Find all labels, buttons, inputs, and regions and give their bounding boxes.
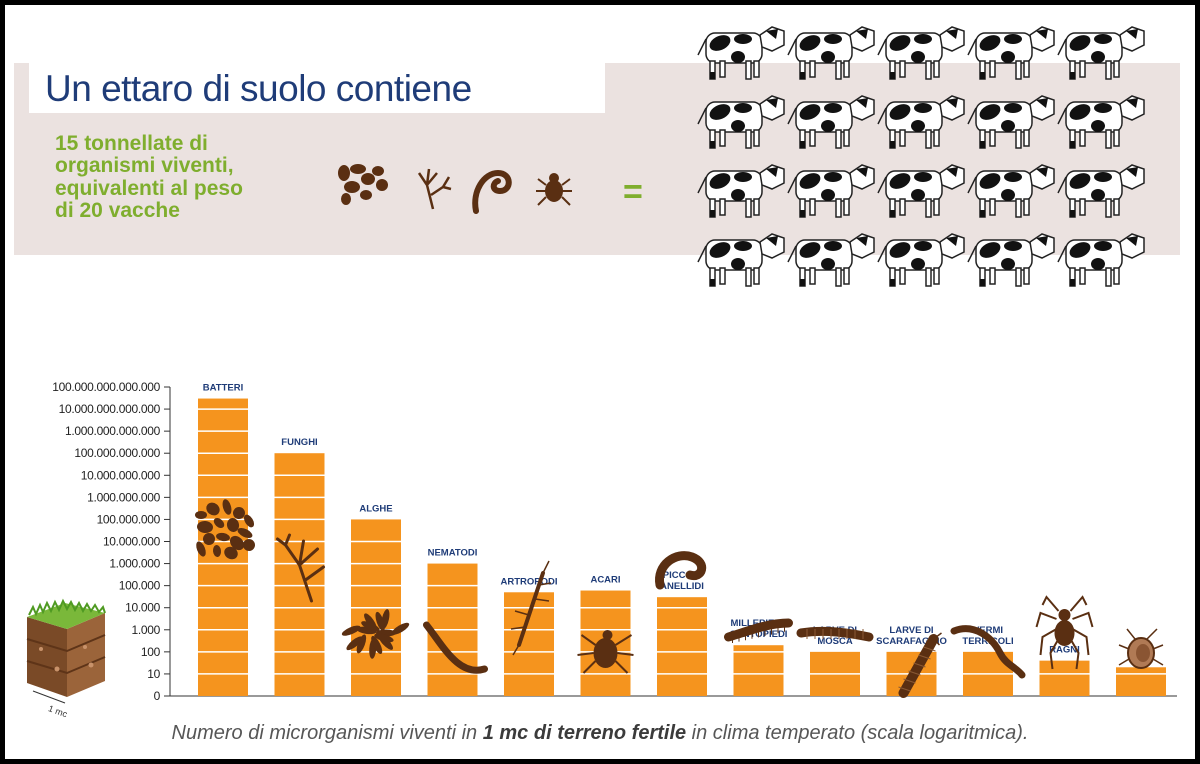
algae-icon xyxy=(341,609,410,659)
cow-icon xyxy=(697,164,785,218)
cow-icon xyxy=(1057,164,1145,218)
category-label: RAGNI xyxy=(1049,645,1080,656)
cow-icon xyxy=(877,164,965,218)
spider-icon xyxy=(1035,595,1094,670)
y-tick-label: 10 xyxy=(147,667,160,681)
y-axis: 0 10 100 1.000 10.000 100.000 1.000.000 10.000.… xyxy=(52,380,1177,703)
category-label: PICCOLI ANELLIDI xyxy=(660,570,704,592)
page-title: Un ettaro di suolo contiene xyxy=(45,68,472,109)
nematode-icon xyxy=(423,621,488,674)
cow-icon xyxy=(787,95,875,149)
small-annelid-icon xyxy=(655,551,707,590)
y-tick-label: 10.000.000.000 xyxy=(81,468,161,482)
aphid-icon xyxy=(1118,628,1164,669)
mite-icon xyxy=(577,630,634,674)
subtitle-line-1: 15 tonnellate di xyxy=(55,132,208,155)
cows-grid xyxy=(697,26,1145,287)
cow-icon xyxy=(787,26,875,80)
worm-icon xyxy=(472,169,512,214)
y-tick-label: 1.000.000.000 xyxy=(87,490,160,504)
fly-larva-icon xyxy=(796,626,874,642)
category-label: FUNGHI xyxy=(281,437,317,448)
cow-icon xyxy=(967,26,1055,80)
chart-caption: Numero di microrganismi viventi in 1 mc … xyxy=(5,722,1195,745)
bacteria-icon xyxy=(195,499,255,560)
cow-icon xyxy=(1057,233,1145,287)
category-label: LARVE DI SCARAFAGGIO xyxy=(876,625,947,647)
bar xyxy=(1116,667,1166,696)
equals-sign: = xyxy=(623,173,643,211)
y-tick-label: 100.000.000.000.000 xyxy=(52,380,160,394)
y-tick-label: 100.000 xyxy=(119,579,161,593)
arthropod-icon xyxy=(510,560,552,656)
beetle-larva-icon xyxy=(898,632,942,698)
y-tick-label: 100.000.000 xyxy=(97,512,161,526)
cow-icon xyxy=(967,164,1055,218)
category-label: ACARI xyxy=(590,575,620,586)
bacteria-icon xyxy=(338,164,388,205)
organism-icons-row xyxy=(338,164,572,214)
caption-text-after: in clima temperato (scala logaritmica). xyxy=(686,722,1029,744)
subtitle-line-3: equivalenti al peso xyxy=(55,176,243,200)
fungus-icon xyxy=(417,168,452,210)
cow-icon xyxy=(1057,26,1145,80)
bar xyxy=(351,519,401,696)
cow-icon xyxy=(697,233,785,287)
y-tick-label: 10.000.000 xyxy=(103,535,161,549)
y-tick-label: 100 xyxy=(141,645,161,659)
cow-icon xyxy=(967,233,1055,287)
y-tick-label: 1.000.000.000.000 xyxy=(65,424,161,438)
cow-icon xyxy=(697,95,785,149)
y-tick-label: 10.000 xyxy=(125,601,161,615)
bar xyxy=(733,645,784,696)
bar xyxy=(657,597,707,696)
cow-icon xyxy=(787,164,875,218)
bar-chart: 0 10 100 1.000 10.000 100.000 1.000.000 10.000.… xyxy=(26,380,1177,719)
bar xyxy=(504,592,554,696)
category-label: NEMATODI xyxy=(428,548,478,559)
soil-cube-label: 1 mc xyxy=(47,703,69,719)
fungus-icon xyxy=(276,533,325,603)
cow-icon xyxy=(877,95,965,149)
subtitle: 15 tonnellate di organismi viventi, equi… xyxy=(55,132,285,223)
mite-icon xyxy=(536,173,572,206)
earthworm-icon xyxy=(950,625,1026,679)
bar xyxy=(1039,660,1090,696)
y-tick-label: 10.000.000.000.000 xyxy=(59,402,161,416)
cow-icon xyxy=(697,26,785,80)
y-tick-label: 1.000.000 xyxy=(109,557,160,571)
caption-text-bold: 1 mc di terreno fertile xyxy=(482,722,687,744)
bar xyxy=(427,563,478,696)
bar xyxy=(810,651,860,696)
caption-text-before: Numero di microrganismi viventi in xyxy=(171,722,483,744)
soil-cube-icon: 1 mc xyxy=(26,598,106,719)
y-tick-label: 1.000 xyxy=(131,623,160,637)
subtitle-line-4: di 20 vacche xyxy=(55,199,180,223)
bars: BATTERI FUNGHI ALGHE NEMATODI ARTROPODI ACARI… xyxy=(195,383,1166,698)
cow-icon xyxy=(1057,95,1145,149)
cow-icon xyxy=(877,26,965,80)
subtitle-line-2: organismi viventi, xyxy=(55,154,234,178)
bar xyxy=(274,453,325,696)
infographic: Un ettaro di suolo contiene 15 tonnellat… xyxy=(5,5,1195,759)
cow-icon xyxy=(787,233,875,287)
y-tick-label: 0 xyxy=(154,689,161,703)
y-tick-label: 100.000.000.000 xyxy=(74,446,160,460)
title-box xyxy=(29,63,605,113)
millipede-icon xyxy=(724,618,793,643)
category-label: BATTERI xyxy=(203,383,243,394)
cow-icon xyxy=(967,95,1055,149)
cow-icon xyxy=(877,233,965,287)
category-label: ARTROPODI xyxy=(501,576,558,587)
category-label: ALGHE xyxy=(359,503,392,514)
